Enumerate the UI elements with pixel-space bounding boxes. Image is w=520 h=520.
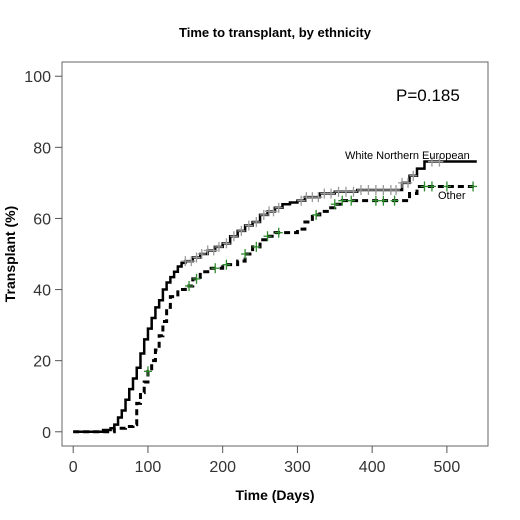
censor-mark bbox=[209, 245, 218, 256]
censor-mark bbox=[379, 195, 388, 206]
censor-mark bbox=[420, 181, 429, 192]
x-tick-label: 300 bbox=[284, 459, 311, 476]
censor-mark bbox=[241, 249, 250, 259]
censor-mark bbox=[312, 209, 321, 220]
series-label-other: Other bbox=[438, 190, 466, 202]
series-label-white-northern-european: White Northern European bbox=[345, 150, 470, 162]
censor-mark bbox=[442, 181, 451, 192]
censor-mark bbox=[427, 181, 436, 192]
censor-mark bbox=[379, 185, 388, 195]
censor-mark bbox=[222, 238, 231, 249]
series-line-0 bbox=[73, 160, 477, 434]
censor-mark bbox=[197, 249, 206, 259]
censor-mark bbox=[222, 259, 231, 270]
y-tick-label: 20 bbox=[33, 354, 51, 371]
y-tick-label: 80 bbox=[33, 140, 51, 157]
x-tick-label: 0 bbox=[69, 459, 78, 476]
x-axis: 0 100 200 300 400 500 bbox=[69, 446, 461, 476]
censor-mark bbox=[314, 192, 323, 203]
censor-mark bbox=[409, 170, 418, 181]
x-tick-label: 100 bbox=[135, 459, 162, 476]
censor-mark bbox=[371, 185, 380, 195]
censor-mark bbox=[349, 186, 358, 197]
p-value-annotation: P=0.185 bbox=[396, 86, 460, 105]
censor-mark bbox=[192, 273, 201, 284]
censor-mark bbox=[469, 181, 478, 192]
y-tick-label: 100 bbox=[24, 69, 51, 86]
censor-mark bbox=[192, 252, 201, 263]
censor-mark bbox=[229, 231, 238, 242]
censor-mark bbox=[143, 366, 152, 377]
plot-frame bbox=[61, 61, 489, 447]
censor-mark bbox=[185, 281, 194, 291]
censor-mark bbox=[252, 217, 261, 227]
censor-mark bbox=[244, 220, 253, 231]
y-tick-label: 0 bbox=[42, 425, 51, 442]
censor-mark bbox=[330, 199, 339, 210]
series-line-1 bbox=[73, 184, 477, 434]
censor-mark bbox=[252, 241, 261, 252]
x-tick-label: 500 bbox=[434, 459, 461, 476]
censor-mark bbox=[187, 256, 196, 267]
censor-mark bbox=[237, 225, 246, 236]
x-tick-label: 400 bbox=[359, 459, 386, 476]
censor-mark bbox=[327, 188, 336, 199]
censor-mark bbox=[334, 186, 343, 197]
censor-mark bbox=[274, 227, 283, 238]
censor-mark bbox=[347, 195, 356, 206]
chart-title: Time to transplant, by ethnicity bbox=[179, 25, 372, 40]
censor-mark bbox=[338, 195, 347, 206]
censor-marks bbox=[143, 156, 478, 377]
x-tick-label: 200 bbox=[209, 459, 236, 476]
censor-mark bbox=[214, 241, 223, 252]
censor-mark bbox=[297, 195, 306, 206]
censor-mark bbox=[392, 185, 401, 195]
censor-mark bbox=[364, 185, 373, 195]
censor-mark bbox=[427, 156, 436, 167]
survival-curves bbox=[73, 160, 477, 434]
censor-mark bbox=[390, 195, 399, 206]
censor-mark bbox=[211, 263, 220, 274]
x-axis-label: Time (Days) bbox=[235, 487, 314, 503]
censor-mark bbox=[356, 185, 365, 195]
y-tick-label: 60 bbox=[33, 211, 51, 228]
y-axis: 0 20 40 60 80 100 bbox=[24, 69, 62, 442]
censor-mark bbox=[274, 202, 283, 213]
censor-mark bbox=[259, 209, 268, 220]
censor-mark bbox=[435, 156, 444, 167]
censor-mark bbox=[342, 186, 350, 197]
censor-mark bbox=[263, 231, 272, 242]
censor-mark bbox=[269, 206, 278, 217]
censor-mark bbox=[320, 188, 329, 199]
y-tick-label: 40 bbox=[33, 283, 51, 300]
censor-mark bbox=[371, 195, 380, 206]
censor-mark bbox=[404, 177, 413, 188]
y-axis-label: Transplant (%) bbox=[2, 206, 18, 302]
